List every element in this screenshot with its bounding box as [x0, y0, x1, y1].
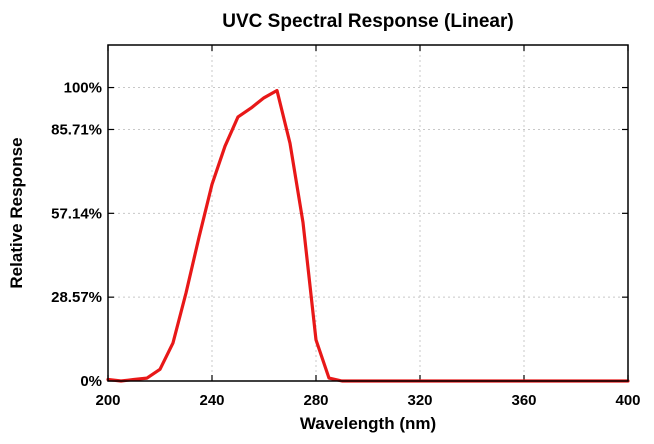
x-axis-label: Wavelength (nm) [300, 414, 436, 433]
y-tick-label: 28.57% [51, 289, 102, 306]
grid-lines [108, 45, 628, 381]
y-axis-label: Relative Response [7, 137, 26, 288]
y-tick-label: 0% [80, 373, 102, 390]
x-tick-label: 240 [199, 392, 224, 409]
x-tick-label: 320 [407, 392, 432, 409]
x-tick-label: 360 [511, 392, 536, 409]
x-tick-label: 200 [95, 392, 120, 409]
y-tick-label: 100% [64, 80, 102, 97]
y-tick-label: 57.14% [51, 205, 102, 222]
x-tick-label: 280 [303, 392, 328, 409]
series-line [106, 88, 630, 383]
plot-frame [107, 44, 629, 382]
data-series [106, 88, 630, 383]
chart-title: UVC Spectral Response (Linear) [222, 11, 513, 32]
x-tick-label: 400 [615, 392, 640, 409]
y-tick-label: 85.71% [51, 121, 102, 138]
tick-labels: 200 240 280 320 360 400 0% 28.57% 57.14% 85.71% 10… [51, 80, 640, 409]
